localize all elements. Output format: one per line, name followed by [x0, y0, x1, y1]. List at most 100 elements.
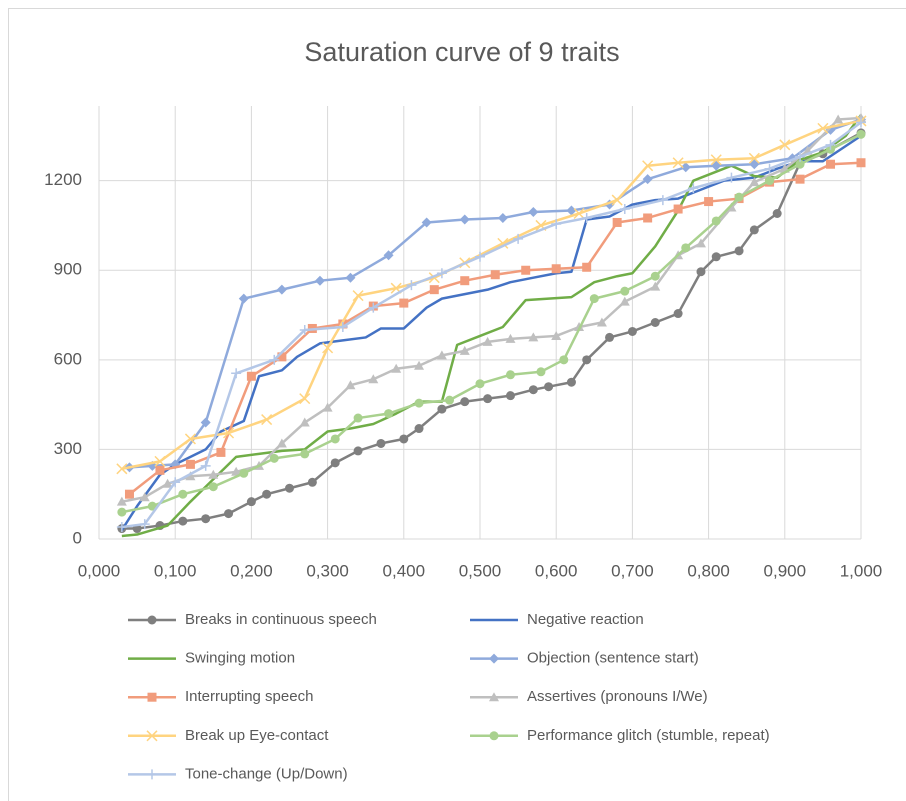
- marker: [581, 212, 592, 223]
- marker: [711, 216, 721, 226]
- marker: [483, 394, 493, 404]
- marker: [489, 653, 499, 664]
- marker: [612, 217, 622, 227]
- series-line: [129, 118, 862, 469]
- marker: [704, 197, 714, 207]
- marker: [559, 355, 569, 365]
- marker: [459, 214, 470, 225]
- x-tick-label: 0,300: [306, 561, 349, 580]
- marker: [536, 367, 546, 377]
- series-line: [121, 116, 862, 503]
- legend-label: Assertives (pronouns I/We): [527, 688, 708, 705]
- legend-label: Swinging motion: [185, 650, 295, 667]
- marker: [833, 114, 844, 124]
- marker: [505, 333, 516, 343]
- marker: [147, 692, 157, 702]
- marker: [642, 160, 654, 172]
- x-tick-label: 0,200: [230, 561, 273, 580]
- series-line: [121, 114, 863, 538]
- marker: [489, 731, 499, 741]
- marker: [528, 385, 538, 395]
- marker: [300, 449, 310, 459]
- marker: [505, 391, 515, 401]
- marker: [795, 174, 805, 184]
- x-tick-label: 0,000: [78, 561, 121, 580]
- marker: [337, 321, 348, 332]
- marker: [688, 183, 699, 194]
- marker: [566, 377, 576, 387]
- marker: [231, 368, 242, 379]
- marker: [399, 298, 409, 308]
- marker: [528, 332, 539, 342]
- marker: [231, 466, 242, 476]
- marker: [544, 382, 554, 392]
- marker: [825, 139, 836, 150]
- x-tick-label: 0,700: [611, 561, 654, 580]
- marker: [345, 272, 356, 283]
- marker: [124, 489, 134, 499]
- marker: [749, 177, 760, 187]
- marker: [605, 332, 615, 342]
- marker: [383, 250, 394, 261]
- marker: [596, 317, 607, 327]
- marker: [673, 309, 683, 319]
- marker: [262, 489, 272, 499]
- marker: [330, 458, 340, 468]
- marker: [551, 218, 562, 229]
- marker: [650, 318, 660, 327]
- marker: [734, 246, 744, 256]
- marker: [414, 398, 424, 408]
- marker: [269, 354, 280, 365]
- legend-label: Negative reaction: [527, 611, 644, 628]
- marker: [185, 471, 196, 481]
- marker: [497, 212, 508, 223]
- marker: [178, 516, 188, 526]
- marker: [216, 447, 226, 457]
- marker: [376, 438, 386, 448]
- y-tick-label: 900: [54, 260, 82, 279]
- marker: [582, 262, 592, 272]
- marker: [856, 129, 866, 139]
- marker: [650, 281, 661, 291]
- marker: [391, 363, 402, 373]
- marker: [261, 414, 273, 426]
- chart-title: Saturation curve of 9 traits: [304, 37, 619, 67]
- marker: [146, 730, 158, 742]
- marker: [856, 117, 866, 128]
- marker: [269, 453, 279, 463]
- marker: [330, 434, 340, 444]
- marker: [116, 496, 127, 506]
- marker: [299, 393, 311, 405]
- marker: [307, 477, 317, 487]
- legend-label: Breaks in continuous speech: [185, 611, 377, 628]
- marker: [650, 271, 660, 281]
- marker: [748, 152, 760, 164]
- series-line: [121, 119, 862, 471]
- marker: [116, 522, 127, 533]
- legend-label: Interrupting speech: [185, 688, 313, 705]
- marker: [710, 154, 722, 166]
- marker: [696, 267, 706, 277]
- marker: [184, 433, 196, 445]
- marker: [779, 139, 791, 151]
- marker: [772, 209, 782, 219]
- marker: [672, 157, 684, 169]
- marker: [505, 370, 515, 380]
- marker: [352, 290, 364, 302]
- marker: [314, 275, 325, 286]
- marker: [421, 217, 432, 228]
- marker: [139, 519, 150, 530]
- marker: [277, 352, 287, 362]
- marker: [201, 514, 211, 524]
- y-tick-label: 1200: [44, 170, 82, 189]
- marker: [208, 469, 219, 479]
- x-tick-label: 0,400: [383, 561, 426, 580]
- marker: [246, 497, 256, 507]
- marker: [178, 489, 188, 499]
- marker: [185, 459, 195, 469]
- marker: [795, 159, 805, 169]
- marker: [436, 350, 447, 360]
- marker: [437, 404, 447, 414]
- marker: [147, 769, 157, 780]
